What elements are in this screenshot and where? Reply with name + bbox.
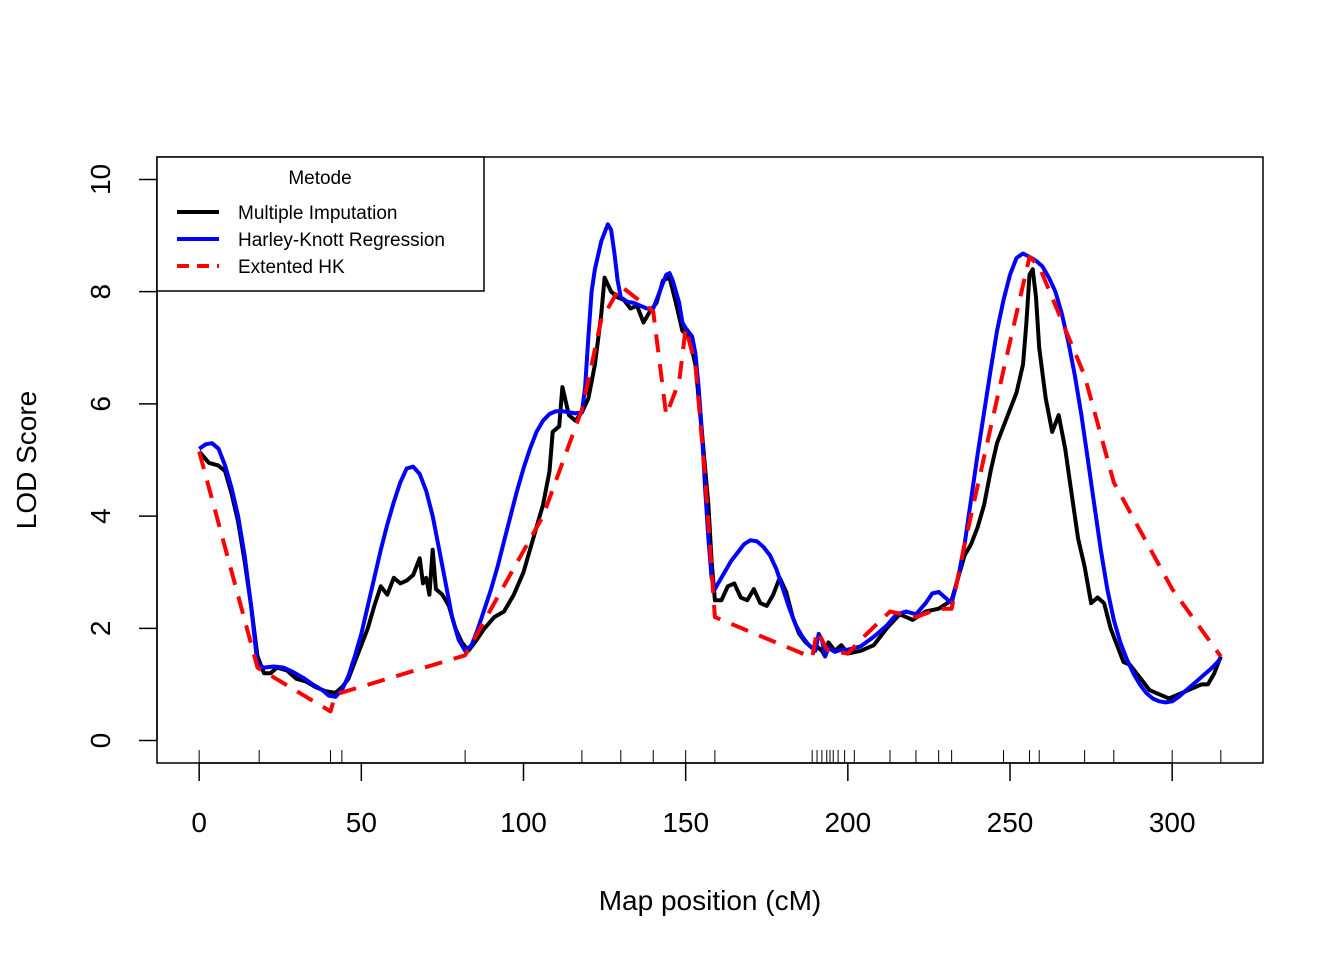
x-tick-label-150: 150 <box>662 807 709 838</box>
series-line-harley-knott-regression <box>198 222 1223 705</box>
legend-label-extented-hk: Extented HK <box>238 257 345 278</box>
series-layer <box>197 222 1223 714</box>
x-tick-label-300: 300 <box>1149 807 1196 838</box>
y-tick-label-8: 8 <box>85 284 116 300</box>
legend: Metode Multiple Imputation Harley-Knott … <box>156 156 485 292</box>
y-tick-label-0: 0 <box>85 733 116 749</box>
x-tick-label-100: 100 <box>500 807 547 838</box>
legend-label-multiple-imputation: Multiple Imputation <box>238 203 397 224</box>
y-axis-label: LOD Score <box>11 391 42 530</box>
x-axis: 0 50 100 150 200 250 300 <box>191 762 1196 838</box>
y-tick-label-6: 6 <box>85 396 116 412</box>
x-axis-label: Map position (cM) <box>599 885 822 916</box>
legend-box <box>156 156 485 292</box>
x-tick-label-250: 250 <box>987 807 1034 838</box>
marker-rug <box>198 750 1222 763</box>
legend-label-harley-knott: Harley-Knott Regression <box>238 230 445 251</box>
y-tick-label-10: 10 <box>85 164 116 195</box>
x-tick-label-0: 0 <box>191 807 207 838</box>
x-tick-label-200: 200 <box>824 807 871 838</box>
y-tick-label-4: 4 <box>85 508 116 524</box>
x-tick-label-50: 50 <box>346 807 377 838</box>
y-tick-label-2: 2 <box>85 621 116 637</box>
y-axis: 0 2 4 6 8 10 <box>85 164 158 749</box>
legend-title: Metode <box>288 168 351 189</box>
series-line-extented-hk <box>197 254 1223 714</box>
